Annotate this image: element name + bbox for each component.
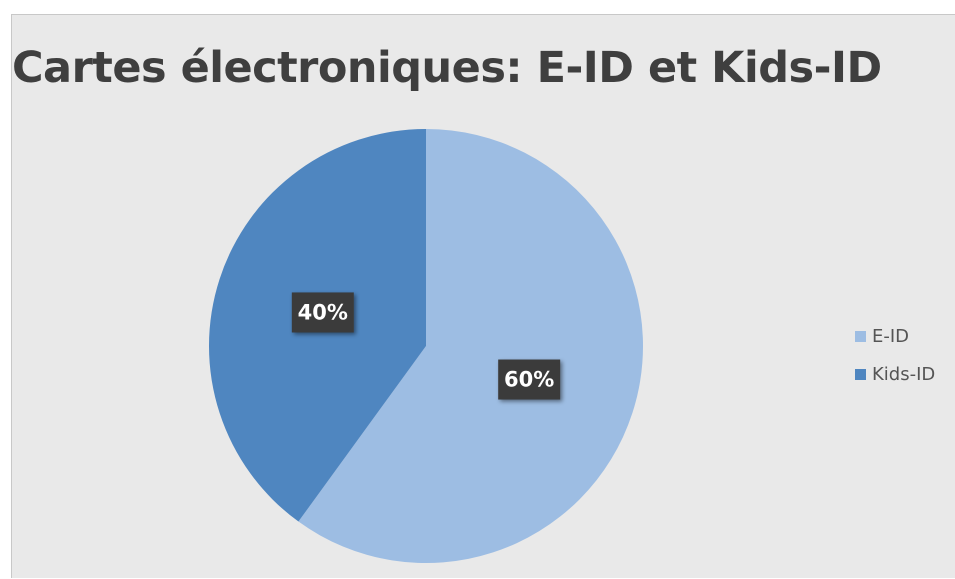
data-label-kids-id: 40% [291, 292, 354, 333]
legend: E-ID Kids-ID [855, 317, 955, 393]
pie-data-labels: 60% 40% [291, 292, 561, 400]
data-label-text-e-id: 60% [504, 368, 554, 392]
pie-slices [208, 128, 643, 563]
pie-slice-e-id [298, 129, 643, 563]
legend-swatch-kids-id [855, 368, 866, 380]
data-label-text-kids-id: 40% [298, 300, 348, 324]
legend-entry-kids-id: Kids-ID [855, 355, 955, 393]
data-label-box-kids-id [291, 292, 354, 333]
chart-area: Cartes électroniques: E-ID et Kids-ID 60… [11, 14, 955, 578]
legend-label-kids-id: Kids-ID [872, 363, 936, 385]
legend-entry-e-id: E-ID [855, 317, 955, 355]
pie-chart: 60% 40% [208, 128, 643, 563]
data-label-e-id: 60% [498, 359, 561, 400]
legend-swatch-e-id [855, 330, 866, 342]
data-label-box-e-id [498, 359, 561, 400]
chart-title: Cartes électroniques: E-ID et Kids-ID [12, 43, 882, 93]
legend-label-e-id: E-ID [872, 325, 910, 347]
